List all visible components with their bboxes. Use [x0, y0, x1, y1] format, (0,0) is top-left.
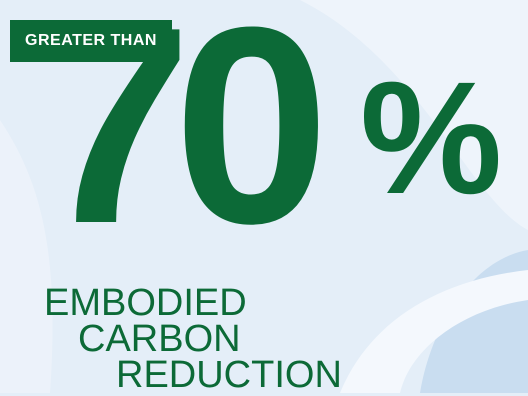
- caption-line-carbon: CARBON: [78, 318, 241, 360]
- caption-line-embodied: EMBODIED: [44, 282, 247, 324]
- greater-than-badge: GREATER THAN: [10, 20, 172, 62]
- caption-line-reduction: REDUCTION: [116, 354, 342, 396]
- percent-sign: %: [360, 48, 503, 227]
